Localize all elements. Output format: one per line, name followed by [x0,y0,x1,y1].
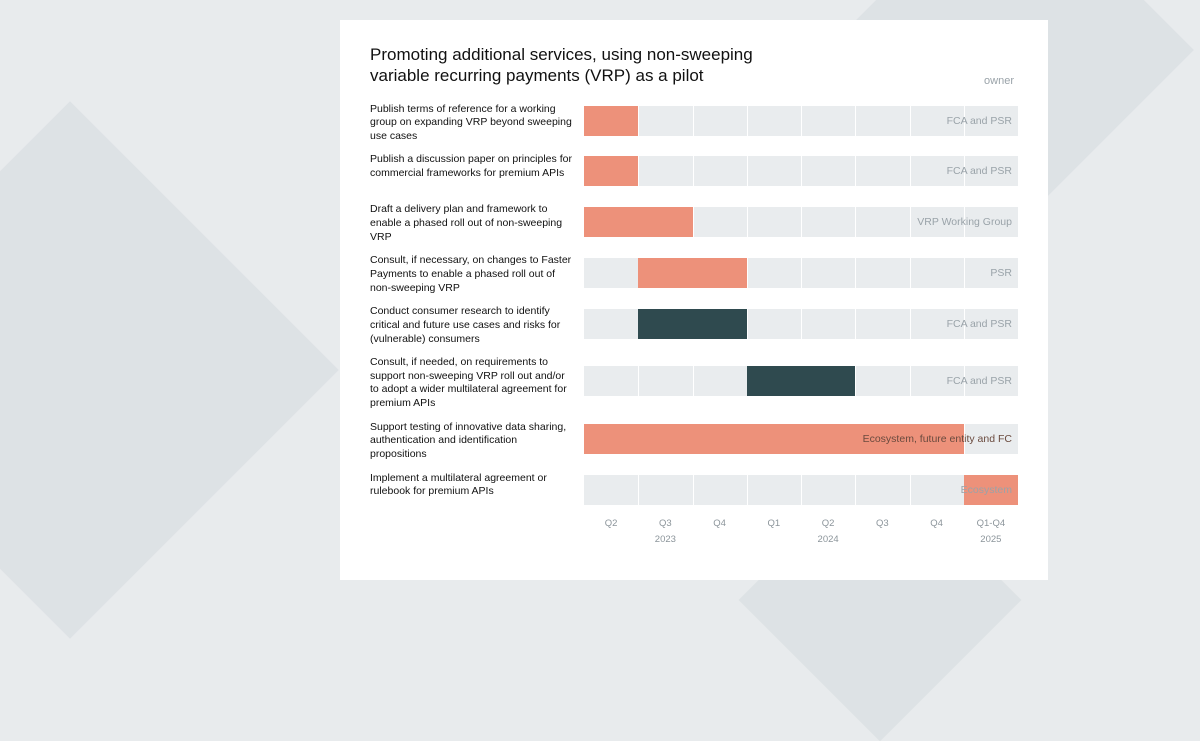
gridline [693,106,694,136]
gantt-bar [584,156,638,186]
axis-quarter-label: Q4 [713,518,726,529]
gridline [801,106,802,136]
gridline [855,475,856,505]
gridline [964,258,965,288]
chart-card: Promoting additional services, using non… [340,20,1048,580]
gridline [801,475,802,505]
row-label: Conduct consumer research to identify cr… [370,301,584,346]
row-track: Ecosystem [584,468,1018,512]
gridline [910,106,911,136]
owner-column-header: owner [984,75,1018,87]
gridline [964,309,965,339]
row-owner: FCA and PSR [947,375,1012,387]
gridline [801,258,802,288]
gridline [855,309,856,339]
gantt-row: Implement a multilateral agreement or ru… [370,468,1018,512]
gridline [910,366,911,396]
x-axis: Q2 Q3 Q4 Q1 Q2 Q3 Q4 Q1-Q4 2023 2024 2025 [584,518,1018,548]
axis-year-label: 2024 [818,534,839,545]
axis-year-label: 2025 [980,534,1001,545]
gridline [801,156,802,186]
gridline [910,156,911,186]
gridline [910,475,911,505]
gridline [910,309,911,339]
gantt-row: Conduct consumer research to identify cr… [370,301,1018,346]
gridline [747,258,748,288]
gridline [638,156,639,186]
gantt-row: Support testing of innovative data shari… [370,417,1018,462]
gridline [638,366,639,396]
gridline [747,207,748,237]
bg-shape [0,101,339,638]
gantt-bar [584,207,693,237]
gridline [693,366,694,396]
gantt-row: Publish terms of reference for a working… [370,99,1018,144]
gridline [855,106,856,136]
gantt-bar [584,424,964,454]
gridline [910,207,911,237]
gantt-bar [584,106,638,136]
gridline [693,475,694,505]
gridline [855,258,856,288]
gantt-row: Draft a delivery plan and framework to e… [370,199,1018,244]
row-track: FCA and PSR [584,301,1018,346]
gridline [964,156,965,186]
gridline [801,309,802,339]
row-track: VRP Working Group [584,199,1018,244]
gridline [747,475,748,505]
row-label: Implement a multilateral agreement or ru… [370,468,584,512]
row-owner: FCA and PSR [947,165,1012,177]
gantt-rows: Publish terms of reference for a working… [370,99,1018,512]
row-track: FCA and PSR [584,149,1018,193]
row-track: PSR [584,250,1018,295]
axis-quarter-label: Q3 [659,518,672,529]
row-label: Support testing of innovative data shari… [370,417,584,462]
row-owner: FCA and PSR [947,318,1012,330]
gridline [747,156,748,186]
axis-quarter-label: Q1-Q4 [977,518,1006,529]
row-label: Publish terms of reference for a working… [370,99,584,144]
axis-years: 2023 2024 2025 [584,534,1018,548]
axis-quarter-label: Q1 [768,518,781,529]
row-label: Publish a discussion paper on principles… [370,149,584,193]
gridline [855,366,856,396]
gantt-bar [747,366,856,396]
gridline [964,366,965,396]
gantt-row: Consult, if necessary, on changes to Fas… [370,250,1018,295]
gridline [693,156,694,186]
gantt-row: Publish a discussion paper on principles… [370,149,1018,193]
row-label: Consult, if needed, on requirements to s… [370,352,584,411]
row-owner: PSR [990,267,1012,279]
gridline [747,106,748,136]
row-track: FCA and PSR [584,99,1018,144]
gridline [638,475,639,505]
gridline [747,309,748,339]
gridline [638,106,639,136]
chart-title: Promoting additional services, using non… [370,44,800,87]
gridline [964,106,965,136]
gantt-bar [964,475,1018,505]
gridline [855,207,856,237]
row-track: Ecosystem, future entity and FC [584,417,1018,462]
gantt-row: Consult, if needed, on requirements to s… [370,352,1018,411]
gridline [855,156,856,186]
axis-year-label: 2023 [655,534,676,545]
row-track: FCA and PSR [584,352,1018,411]
row-owner: FCA and PSR [947,115,1012,127]
row-label: Draft a delivery plan and framework to e… [370,199,584,244]
gantt-bar [638,309,747,339]
gridline [801,207,802,237]
axis-quarter-label: Q2 [822,518,835,529]
gridline [693,207,694,237]
axis-quarter-label: Q2 [605,518,618,529]
gantt-bar [638,258,747,288]
gridline [964,424,965,454]
axis-quarters: Q2 Q3 Q4 Q1 Q2 Q3 Q4 Q1-Q4 [584,518,1018,532]
row-label: Consult, if necessary, on changes to Fas… [370,250,584,295]
gridline [910,258,911,288]
title-row: Promoting additional services, using non… [370,44,1018,87]
axis-quarter-label: Q3 [876,518,889,529]
axis-quarter-label: Q4 [930,518,943,529]
gridline [964,207,965,237]
